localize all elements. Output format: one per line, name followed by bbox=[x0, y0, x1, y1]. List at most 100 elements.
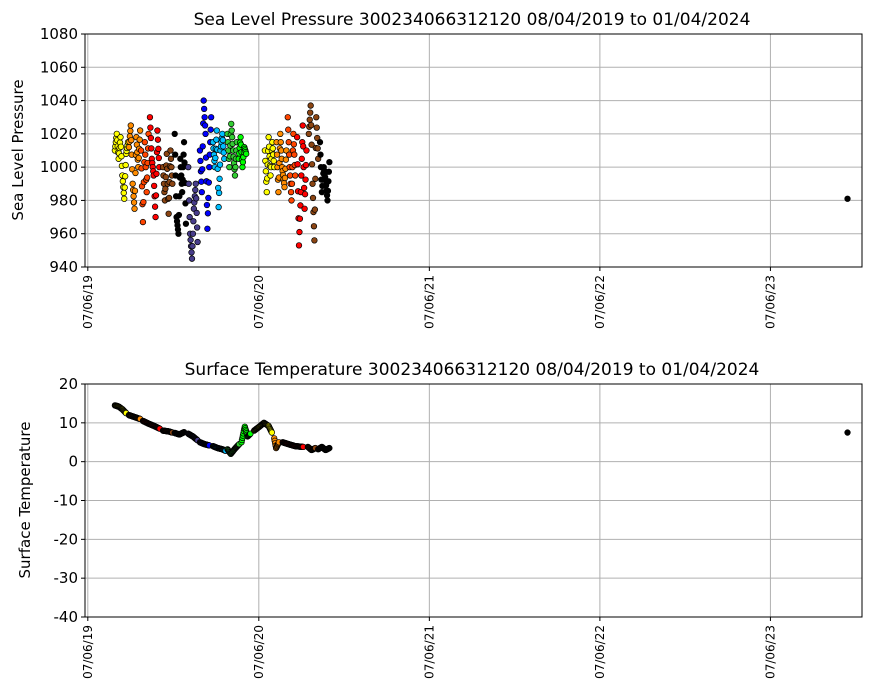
data-point bbox=[297, 202, 304, 209]
y-tick-label: 10 bbox=[59, 414, 78, 432]
data-point bbox=[125, 144, 133, 151]
data-point bbox=[285, 139, 292, 146]
data-point bbox=[219, 136, 226, 144]
data-point bbox=[284, 114, 291, 121]
data-point bbox=[216, 161, 224, 168]
pressure-chart: Sea Level Pressure 300234066312120 08/04… bbox=[9, 10, 863, 329]
data-point bbox=[205, 194, 212, 202]
data-point bbox=[287, 188, 295, 196]
data-point bbox=[309, 180, 316, 187]
data-point bbox=[262, 168, 269, 175]
data-point bbox=[265, 134, 272, 141]
data-point bbox=[193, 209, 200, 217]
data-point bbox=[281, 183, 288, 191]
data-point bbox=[137, 147, 145, 154]
data-point bbox=[301, 205, 308, 212]
data-point bbox=[122, 161, 129, 169]
data-point bbox=[277, 130, 284, 138]
y-tick-label: 940 bbox=[49, 258, 78, 276]
pressure-chart-title: Sea Level Pressure 300234066312120 08/04… bbox=[194, 10, 751, 30]
data-point bbox=[316, 139, 324, 146]
data-point bbox=[188, 249, 195, 256]
y-tick-label: 1040 bbox=[40, 92, 78, 110]
data-point bbox=[121, 195, 128, 202]
data-point bbox=[203, 201, 211, 209]
data-point bbox=[130, 193, 137, 200]
x-tick-label: 07/06/20 bbox=[252, 625, 266, 679]
data-point bbox=[294, 161, 301, 168]
y-tick-label: -10 bbox=[54, 492, 79, 510]
data-point bbox=[143, 174, 151, 181]
data-point bbox=[213, 136, 220, 143]
data-point bbox=[291, 151, 298, 158]
data-point bbox=[136, 127, 144, 134]
data-point bbox=[172, 151, 179, 158]
data-point bbox=[142, 151, 149, 158]
data-point bbox=[267, 172, 274, 179]
data-point bbox=[313, 114, 320, 121]
data-point bbox=[185, 163, 192, 171]
data-point bbox=[130, 199, 138, 206]
data-point bbox=[232, 163, 239, 171]
data-point bbox=[310, 223, 318, 230]
data-point bbox=[204, 210, 212, 217]
pressure-y-ticks: 940 960 980 1000 1020 1040 1060 1080 bbox=[40, 25, 85, 276]
pressure-data-points bbox=[111, 97, 851, 262]
temperature-chart-title: Surface Temperature 300234066312120 08/0… bbox=[185, 360, 760, 380]
data-point bbox=[292, 172, 299, 179]
data-point bbox=[204, 225, 211, 232]
pressure-plot-frame bbox=[84, 33, 863, 268]
data-point bbox=[314, 145, 321, 152]
data-point bbox=[308, 141, 315, 148]
y-tick-label: 1060 bbox=[40, 58, 78, 76]
data-point bbox=[131, 187, 139, 195]
data-point bbox=[270, 157, 277, 165]
data-point bbox=[228, 127, 235, 134]
data-point bbox=[307, 102, 314, 109]
data-point bbox=[205, 179, 212, 186]
data-point bbox=[215, 189, 223, 197]
x-tick-label: 07/06/22 bbox=[593, 625, 607, 679]
data-point bbox=[194, 238, 201, 246]
data-point bbox=[844, 429, 851, 436]
data-point bbox=[189, 230, 197, 237]
data-point bbox=[177, 155, 184, 162]
temperature-x-ticks: 07/06/19 07/06/20 07/06/21 07/06/22 07/06/23 bbox=[81, 617, 777, 679]
data-point bbox=[181, 159, 188, 166]
data-point bbox=[311, 237, 318, 244]
data-point bbox=[206, 163, 213, 171]
data-point bbox=[200, 97, 207, 104]
x-tick-label: 07/06/21 bbox=[422, 625, 436, 679]
y-tick-label: 1020 bbox=[40, 125, 78, 143]
data-point bbox=[288, 197, 295, 204]
data-point bbox=[844, 195, 851, 202]
data-point bbox=[302, 161, 310, 169]
data-point bbox=[311, 206, 319, 213]
x-tick-label: 07/06/23 bbox=[763, 625, 777, 679]
data-point bbox=[306, 116, 313, 123]
data-point bbox=[131, 205, 138, 212]
data-point bbox=[299, 122, 306, 129]
data-point bbox=[167, 147, 174, 154]
data-point bbox=[193, 195, 200, 202]
data-point bbox=[305, 130, 312, 138]
data-point bbox=[155, 154, 162, 162]
data-point bbox=[152, 192, 160, 199]
data-point bbox=[175, 211, 183, 219]
data-point bbox=[302, 176, 309, 183]
data-point bbox=[151, 203, 159, 210]
data-point bbox=[128, 136, 135, 144]
data-point bbox=[296, 215, 304, 222]
data-point bbox=[312, 175, 319, 182]
data-point bbox=[298, 172, 305, 179]
data-point bbox=[155, 145, 162, 152]
data-point bbox=[277, 139, 284, 146]
data-point bbox=[243, 150, 250, 157]
data-point bbox=[146, 114, 154, 121]
data-point bbox=[237, 134, 244, 141]
x-tick-label: 07/06/23 bbox=[763, 275, 777, 329]
data-point bbox=[165, 210, 172, 217]
data-point bbox=[141, 139, 148, 146]
data-point bbox=[148, 145, 155, 152]
